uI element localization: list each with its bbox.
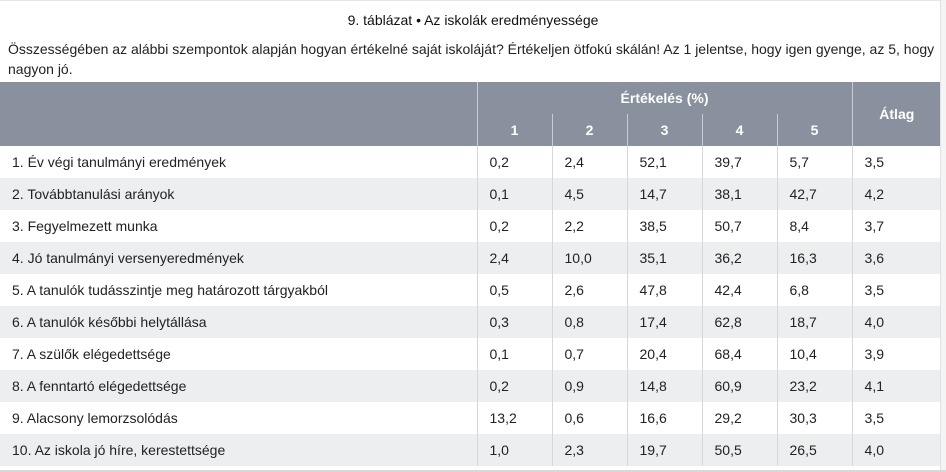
rating-column-header: 2 bbox=[552, 114, 628, 146]
table-row: 3. Fegyelmezett munka 0,2 2,2 38,5 50,7 8,4 3,… bbox=[0, 210, 942, 242]
rating-value-cell: 0,1 bbox=[477, 338, 553, 370]
rating-value-cell: 42,4 bbox=[702, 274, 778, 306]
rating-value-cell: 23,2 bbox=[777, 370, 853, 402]
rating-value-cell: 0,2 bbox=[477, 210, 553, 242]
row-label: 9. Alacsony lemorzsolódás bbox=[0, 402, 478, 434]
rating-value-cell: 20,4 bbox=[627, 338, 703, 370]
rating-value-cell: 30,3 bbox=[777, 402, 853, 434]
average-value-cell: 3,5 bbox=[852, 274, 942, 306]
row-label: 8. A fenntartó elégedettsége bbox=[0, 370, 478, 402]
rating-value-cell: 36,2 bbox=[702, 242, 778, 274]
average-column-header: Átlag bbox=[851, 82, 942, 146]
row-label: 1. Év végi tanulmányi eredmények bbox=[0, 146, 478, 178]
rating-value-cell: 0,3 bbox=[477, 306, 553, 338]
rating-value-cell: 38,1 bbox=[702, 178, 778, 210]
rating-value-cell: 1,0 bbox=[477, 434, 553, 466]
bottom-divider bbox=[0, 470, 946, 472]
rating-value-cell: 8,4 bbox=[777, 210, 853, 242]
rating-value-cell: 26,5 bbox=[777, 434, 853, 466]
rating-value-cell: 19,7 bbox=[627, 434, 703, 466]
row-label: 10. Az iskola jó híre, kerestettsége bbox=[0, 434, 478, 466]
rating-value-cell: 16,3 bbox=[777, 242, 853, 274]
rating-value-cell: 6,8 bbox=[777, 274, 853, 306]
rating-value-cell: 0,1 bbox=[477, 178, 553, 210]
row-label: 2. Továbbtanulási arányok bbox=[0, 178, 478, 210]
rating-value-cell: 2,6 bbox=[552, 274, 628, 306]
table-row: 1. Év végi tanulmányi eredmények 0,2 2,4 52… bbox=[0, 146, 942, 178]
rating-value-cell: 13,2 bbox=[477, 402, 553, 434]
table-row: 5. A tanulók tudásszintje meg határozott… bbox=[0, 274, 942, 306]
rating-value-cell: 60,9 bbox=[702, 370, 778, 402]
rating-value-cell: 38,5 bbox=[627, 210, 703, 242]
results-table: Értékelés (%) Átlag 1 2 3 4 5 1. Év végi… bbox=[0, 82, 942, 466]
table-row: 6. A tanulók későbbi helytállása 0,3 0,8 17… bbox=[0, 306, 942, 338]
rating-value-cell: 14,7 bbox=[627, 178, 703, 210]
row-label: 4. Jó tanulmányi versenyeredmények bbox=[0, 242, 478, 274]
table-row: 7. A szülők elégedettsége 0,1 0,7 20,4 68,4 1… bbox=[0, 338, 942, 370]
rating-value-cell: 2,3 bbox=[552, 434, 628, 466]
rating-value-cell: 62,8 bbox=[702, 306, 778, 338]
average-value-cell: 4,0 bbox=[852, 434, 942, 466]
rating-value-cell: 50,5 bbox=[702, 434, 778, 466]
average-value-cell: 4,1 bbox=[852, 370, 942, 402]
rating-value-cell: 0,5 bbox=[477, 274, 553, 306]
rating-value-cell: 16,6 bbox=[627, 402, 703, 434]
rating-value-cell: 17,4 bbox=[627, 306, 703, 338]
rating-value-cell: 68,4 bbox=[702, 338, 778, 370]
row-label: 6. A tanulók későbbi helytállása bbox=[0, 306, 478, 338]
average-value-cell: 3,5 bbox=[852, 402, 942, 434]
rating-value-cell: 50,7 bbox=[702, 210, 778, 242]
rating-value-cell: 42,7 bbox=[777, 178, 853, 210]
survey-question: Összességében az alábbi szempontok alapj… bbox=[8, 41, 935, 77]
rating-value-cell: 0,7 bbox=[552, 338, 628, 370]
rating-group-header: Értékelés (%) bbox=[477, 82, 853, 114]
table-body: 1. Év végi tanulmányi eredmények 0,2 2,4 52… bbox=[0, 146, 942, 466]
average-value-cell: 4,0 bbox=[852, 306, 942, 338]
table-row: 8. A fenntartó elégedettsége 0,2 0,9 14,8 60… bbox=[0, 370, 942, 402]
table-row: 9. Alacsony lemorzsolódás 13,2 0,6 16,6 29,2… bbox=[0, 402, 942, 434]
rating-value-cell: 29,2 bbox=[702, 402, 778, 434]
average-value-cell: 3,7 bbox=[852, 210, 942, 242]
average-value-cell: 3,5 bbox=[852, 146, 942, 178]
rating-value-cell: 10,0 bbox=[552, 242, 628, 274]
rating-value-cell: 0,8 bbox=[552, 306, 628, 338]
rating-value-cell: 18,7 bbox=[777, 306, 853, 338]
row-label: 3. Fegyelmezett munka bbox=[0, 210, 478, 242]
table-caption: 9. táblázat • Az iskolák eredményessége bbox=[0, 0, 946, 33]
scrollbar-edge bbox=[940, 0, 946, 472]
rating-value-cell: 35,1 bbox=[627, 242, 703, 274]
rating-value-cell: 0,6 bbox=[552, 402, 628, 434]
rating-value-cell: 39,7 bbox=[702, 146, 778, 178]
average-value-cell: 3,9 bbox=[852, 338, 942, 370]
label-column-header bbox=[0, 82, 478, 146]
table-row: 10. Az iskola jó híre, kerestettsége 1,0 2… bbox=[0, 434, 942, 466]
rating-value-cell: 0,2 bbox=[477, 370, 553, 402]
average-value-cell: 3,6 bbox=[852, 242, 942, 274]
rating-value-cell: 47,8 bbox=[627, 274, 703, 306]
rating-column-header: 5 bbox=[777, 114, 853, 146]
table-row: 4. Jó tanulmányi versenyeredmények 2,4 10,… bbox=[0, 242, 942, 274]
rating-value-cell: 52,1 bbox=[627, 146, 703, 178]
rating-value-cell: 5,7 bbox=[777, 146, 853, 178]
rating-value-cell: 0,9 bbox=[552, 370, 628, 402]
rating-value-cell: 10,4 bbox=[777, 338, 853, 370]
rating-value-cell: 2,4 bbox=[552, 146, 628, 178]
rating-column-header: 1 bbox=[477, 114, 553, 146]
table-header: Értékelés (%) Átlag 1 2 3 4 5 bbox=[0, 82, 942, 146]
row-label: 7. A szülők elégedettsége bbox=[0, 338, 478, 370]
rating-value-cell: 14,8 bbox=[627, 370, 703, 402]
rating-value-cell: 2,4 bbox=[477, 242, 553, 274]
rating-value-cell: 2,2 bbox=[552, 210, 628, 242]
row-label: 5. A tanulók tudásszintje meg határozott… bbox=[0, 274, 478, 306]
rating-value-cell: 0,2 bbox=[477, 146, 553, 178]
rating-value-cell: 4,5 bbox=[552, 178, 628, 210]
rating-column-header: 3 bbox=[627, 114, 703, 146]
table-row: 2. Továbbtanulási arányok 0,1 4,5 14,7 38,1 4… bbox=[0, 178, 942, 210]
rating-column-header: 4 bbox=[702, 114, 778, 146]
average-value-cell: 4,2 bbox=[852, 178, 942, 210]
